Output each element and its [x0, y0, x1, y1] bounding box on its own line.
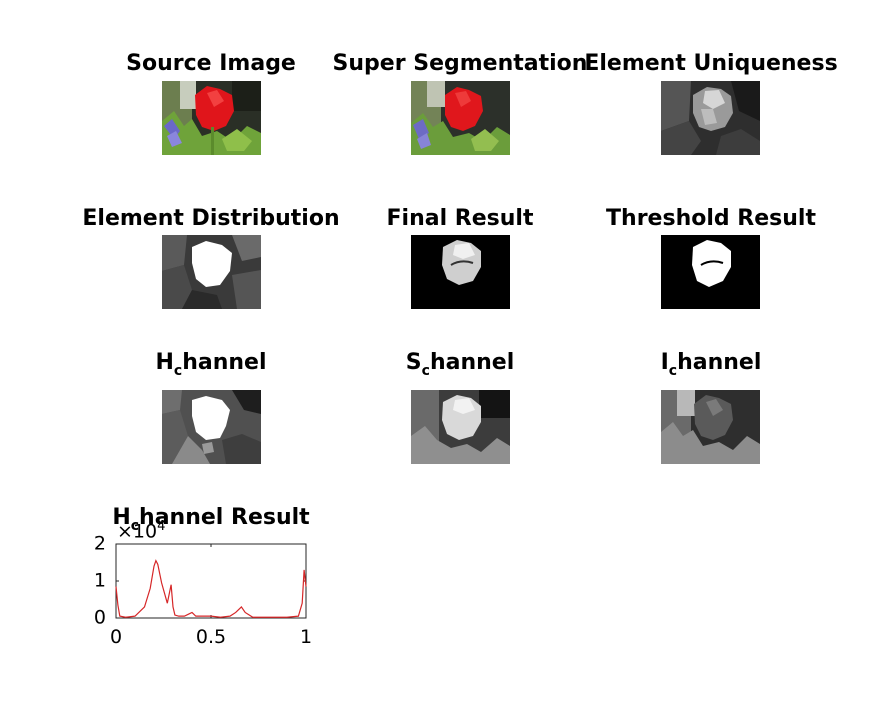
x-tick-label: 0.5 — [195, 626, 227, 648]
panel-title-element-distribution: Element Distribution — [82, 206, 340, 231]
x-tick-label: 1 — [299, 626, 313, 648]
plot-area — [115, 543, 307, 619]
panel-title-final-result: Final Result — [386, 206, 534, 231]
y-axis-multiplier: ×104 — [117, 519, 166, 543]
panel-title-h-channel-result: Hchannel Result — [112, 505, 310, 534]
panel-title-h-channel: Hchannel — [155, 350, 267, 379]
panel-title-s-channel: Schannel — [405, 350, 515, 379]
panel-title-i-channel: Ichannel — [660, 350, 762, 379]
h-channel-image — [162, 390, 261, 464]
i-channel-image — [661, 390, 760, 464]
element-uniqueness-image — [661, 81, 760, 155]
final-result-image — [411, 235, 510, 309]
series-line — [115, 559, 307, 618]
s-channel-image — [411, 390, 510, 464]
panel-title-threshold-result: Threshold Result — [606, 206, 816, 231]
threshold-result-image — [661, 235, 760, 309]
panel-title-source-image: Source Image — [126, 51, 296, 76]
y-tick-label: 2 — [93, 532, 106, 555]
panel-title-element-uniqueness: Element Uniqueness — [584, 51, 838, 76]
y-tick-label: 1 — [93, 569, 106, 592]
panel-title-super-segmentation: Super Segmentation — [332, 51, 588, 76]
super-segmentation-image — [411, 81, 510, 155]
element-distribution-image — [162, 235, 261, 309]
y-tick-label: 0 — [93, 606, 106, 629]
source-image — [162, 81, 261, 155]
x-tick-label: 0 — [109, 626, 123, 648]
